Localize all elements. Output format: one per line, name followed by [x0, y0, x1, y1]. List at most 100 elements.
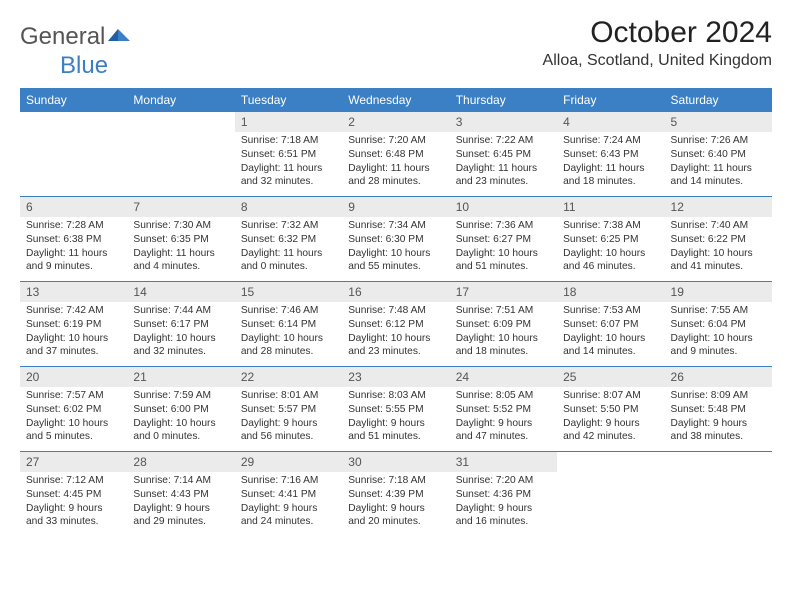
sunset-text: Sunset: 6:32 PM — [241, 233, 336, 247]
day1-text: Daylight: 9 hours — [348, 502, 443, 516]
sunset-text: Sunset: 5:50 PM — [563, 403, 658, 417]
day-number: 7 — [127, 197, 234, 217]
sunset-text: Sunset: 5:52 PM — [456, 403, 551, 417]
day1-text: Daylight: 11 hours — [133, 247, 228, 261]
weekday-header: Saturday — [665, 88, 772, 112]
sunset-text: Sunset: 6:48 PM — [348, 148, 443, 162]
day-cell: 27Sunrise: 7:12 AMSunset: 4:45 PMDayligh… — [20, 452, 127, 536]
month-title: October 2024 — [543, 16, 772, 50]
day1-text: Daylight: 9 hours — [241, 502, 336, 516]
sunset-text: Sunset: 6:17 PM — [133, 318, 228, 332]
sunset-text: Sunset: 4:43 PM — [133, 488, 228, 502]
day2-text: and 0 minutes. — [133, 430, 228, 444]
day2-text: and 28 minutes. — [241, 345, 336, 359]
sunset-text: Sunset: 6:07 PM — [563, 318, 658, 332]
sunrise-text: Sunrise: 7:48 AM — [348, 304, 443, 318]
day-number: 31 — [450, 452, 557, 472]
sunset-text: Sunset: 6:40 PM — [671, 148, 766, 162]
logo: General — [20, 20, 130, 54]
sunset-text: Sunset: 6:38 PM — [26, 233, 121, 247]
day-cell: 15 Sunrise: 7:46 AMSunset: 6:14 PMDayligh… — [235, 282, 342, 366]
day-cell: 26Sunrise: 8:09 AMSunset: 5:48 PMDayligh… — [665, 367, 772, 451]
day1-text: Daylight: 9 hours — [26, 502, 121, 516]
day-cell: 25Sunrise: 8:07 AMSunset: 5:50 PMDayligh… — [557, 367, 664, 451]
sunrise-text: Sunrise: 7:38 AM — [563, 219, 658, 233]
day2-text: and 18 minutes. — [563, 175, 658, 189]
day2-text: and 29 minutes. — [133, 515, 228, 529]
day1-text: Daylight: 10 hours — [348, 332, 443, 346]
day-body: Sunrise: 7:53 AMSunset: 6:07 PMDaylight:… — [557, 302, 664, 363]
day-body: Sunrise: 7:12 AMSunset: 4:45 PMDaylight:… — [20, 472, 127, 533]
calendar: Sunday Monday Tuesday Wednesday Thursday… — [20, 88, 772, 536]
day-body: Sunrise: 7:36 AMSunset: 6:27 PMDaylight:… — [450, 217, 557, 278]
sunrise-text: Sunrise: 7:16 AM — [241, 474, 336, 488]
sunrise-text: Sunrise: 7:24 AM — [563, 134, 658, 148]
sunrise-text: Sunrise: 7:28 AM — [26, 219, 121, 233]
day-body: Sunrise: 8:05 AMSunset: 5:52 PMDaylight:… — [450, 387, 557, 448]
day1-text: Daylight: 10 hours — [563, 247, 658, 261]
sunset-text: Sunset: 6:09 PM — [456, 318, 551, 332]
day-cell: 23Sunrise: 8:03 AMSunset: 5:55 PMDayligh… — [342, 367, 449, 451]
sunset-text: Sunset: 6:00 PM — [133, 403, 228, 417]
day2-text: and 51 minutes. — [348, 430, 443, 444]
day-number: 15 — [235, 282, 342, 302]
day-body: Sunrise: 7:59 AMSunset: 6:00 PMDaylight:… — [127, 387, 234, 448]
day-body: Sunrise: 7:44 AMSunset: 6:17 PMDaylight:… — [127, 302, 234, 363]
sunrise-text: Sunrise: 7:53 AM — [563, 304, 658, 318]
day2-text: and 9 minutes. — [26, 260, 121, 274]
day-cell: 13Sunrise: 7:42 AMSunset: 6:19 PMDayligh… — [20, 282, 127, 366]
day-number: 19 — [665, 282, 772, 302]
day-body: Sunrise: 8:01 AMSunset: 5:57 PMDaylight:… — [235, 387, 342, 448]
day-number: 21 — [127, 367, 234, 387]
weeks-container: 1Sunrise: 7:18 AMSunset: 6:51 PMDaylight… — [20, 112, 772, 536]
sunrise-text: Sunrise: 7:44 AM — [133, 304, 228, 318]
day-cell: 7Sunrise: 7:30 AMSunset: 6:35 PMDaylight… — [127, 197, 234, 281]
day1-text: Daylight: 10 hours — [671, 247, 766, 261]
day1-text: Daylight: 9 hours — [133, 502, 228, 516]
sunset-text: Sunset: 4:45 PM — [26, 488, 121, 502]
sunrise-text: Sunrise: 7:12 AM — [26, 474, 121, 488]
page-container: General October 2024 Alloa, Scotland, Un… — [0, 0, 792, 536]
weekday-header: Monday — [127, 88, 234, 112]
day-number: 18 — [557, 282, 664, 302]
day-number: 8 — [235, 197, 342, 217]
day-body: Sunrise: 7:48 AMSunset: 6:12 PMDaylight:… — [342, 302, 449, 363]
day-body: Sunrise: 7:40 AMSunset: 6:22 PMDaylight:… — [665, 217, 772, 278]
day-cell: 9Sunrise: 7:34 AMSunset: 6:30 PMDaylight… — [342, 197, 449, 281]
sunset-text: Sunset: 6:27 PM — [456, 233, 551, 247]
day-body: Sunrise: 7:26 AMSunset: 6:40 PMDaylight:… — [665, 132, 772, 193]
day1-text: Daylight: 10 hours — [133, 332, 228, 346]
empty-day-cell — [127, 112, 234, 196]
day2-text: and 16 minutes. — [456, 515, 551, 529]
day1-text: Daylight: 10 hours — [241, 332, 336, 346]
sunrise-text: Sunrise: 7:46 AM — [241, 304, 336, 318]
day-body: Sunrise: 8:09 AMSunset: 5:48 PMDaylight:… — [665, 387, 772, 448]
empty-day-cell — [557, 452, 664, 536]
day2-text: and 32 minutes. — [133, 345, 228, 359]
weekday-header: Sunday — [20, 88, 127, 112]
day-body: Sunrise: 7:38 AMSunset: 6:25 PMDaylight:… — [557, 217, 664, 278]
day1-text: Daylight: 11 hours — [456, 162, 551, 176]
day1-text: Daylight: 9 hours — [241, 417, 336, 431]
day1-text: Daylight: 11 hours — [26, 247, 121, 261]
day-cell: 14Sunrise: 7:44 AMSunset: 6:17 PMDayligh… — [127, 282, 234, 366]
sunrise-text: Sunrise: 7:18 AM — [348, 474, 443, 488]
day2-text: and 51 minutes. — [456, 260, 551, 274]
day-cell: 20Sunrise: 7:57 AMSunset: 6:02 PMDayligh… — [20, 367, 127, 451]
day2-text: and 32 minutes. — [241, 175, 336, 189]
sunset-text: Sunset: 5:55 PM — [348, 403, 443, 417]
day2-text: and 18 minutes. — [456, 345, 551, 359]
day2-text: and 0 minutes. — [241, 260, 336, 274]
day-cell: 31Sunrise: 7:20 AMSunset: 4:36 PMDayligh… — [450, 452, 557, 536]
day-body: Sunrise: 7:18 AMSunset: 4:39 PMDaylight:… — [342, 472, 449, 533]
sunrise-text: Sunrise: 7:20 AM — [456, 474, 551, 488]
day1-text: Daylight: 10 hours — [348, 247, 443, 261]
day2-text: and 14 minutes. — [671, 175, 766, 189]
sunrise-text: Sunrise: 8:03 AM — [348, 389, 443, 403]
day-body: Sunrise: 7:57 AMSunset: 6:02 PMDaylight:… — [20, 387, 127, 448]
day2-text: and 24 minutes. — [241, 515, 336, 529]
sunrise-text: Sunrise: 7:40 AM — [671, 219, 766, 233]
sunset-text: Sunset: 6:14 PM — [241, 318, 336, 332]
day-cell: 5Sunrise: 7:26 AMSunset: 6:40 PMDaylight… — [665, 112, 772, 196]
day-body: Sunrise: 7:24 AMSunset: 6:43 PMDaylight:… — [557, 132, 664, 193]
